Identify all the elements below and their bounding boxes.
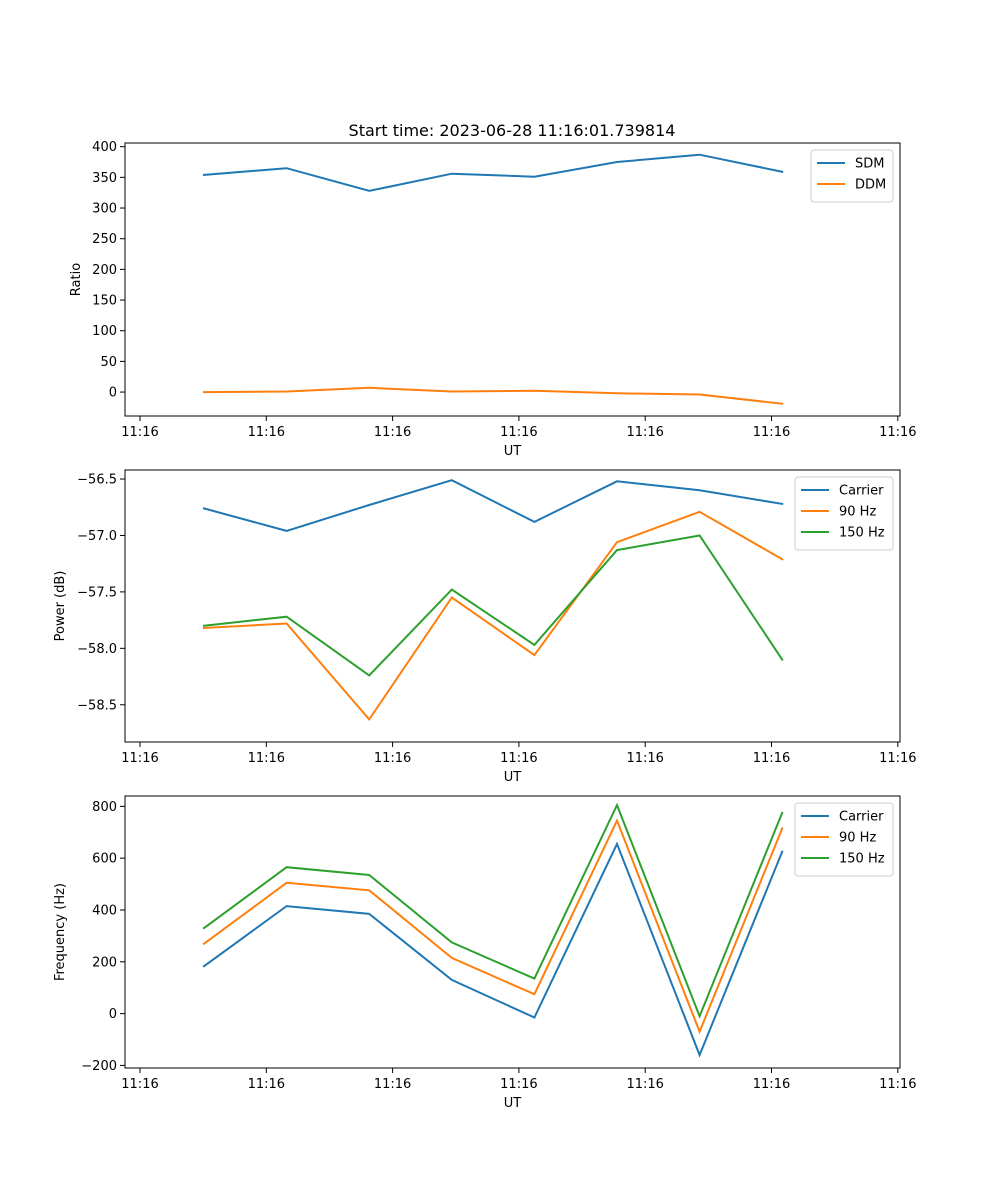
legend: Carrier 90 Hz 150 Hz [794,802,894,877]
axes-frame [124,795,901,1069]
y-tick-label: 150 [92,294,117,309]
x-tick-label: 11:16 [121,425,158,440]
y-tick-label: 50 [100,355,117,370]
subplot-2: −58.5 −58.0 −57.5 −57.0 −56.5 11:16 11:16 11:16… [53,469,917,785]
x-tick-label: 11:16 [248,1077,285,1092]
series-line-150-hz [202,802,784,1019]
x-tick-label: 11:16 [374,425,411,440]
x-tick-label: 11:16 [626,1077,663,1092]
x-tick-label: 11:16 [248,751,285,766]
y-tick-label: 800 [92,800,117,815]
legend-entry: 150 Hz [839,526,885,541]
legend-entry: Carrier [839,484,884,499]
figure-title: Start time: 2023-06-28 11:16:01.739814 [349,121,676,140]
y-axis-label: Power (dB) [53,571,68,642]
x-tick-label: 11:16 [500,751,537,766]
subplot-1: 0 50 100 150 200 250 300 350 400 11:16 11:16 11:16 1… [69,140,917,459]
y-tick-label: 350 [92,171,117,186]
x-tick-label: 11:16 [121,1077,158,1092]
y-axis-label: Ratio [69,263,84,296]
y-tick-label: 200 [92,955,117,970]
y-tick-label: 600 [92,852,117,867]
y-tick-label: 400 [92,140,117,155]
y-tick-label: 0 [109,386,117,401]
x-tick-label: 11:16 [121,751,158,766]
legend-entry: 150 Hz [839,852,885,867]
x-tick-label: 11:16 [879,1077,916,1092]
x-tick-label: 11:16 [500,425,537,440]
y-tick-label: 0 [109,1007,117,1022]
y-axis-label: Frequency (Hz) [53,883,68,981]
x-tick-label: 11:16 [248,425,285,440]
subplot-3: −200 0 200 400 600 800 11:16 11:16 11:16 11:16 11:… [53,795,917,1111]
series-line-90-hz [202,510,784,722]
y-tick-label: −58.0 [77,642,117,657]
legend-entry: DDM [855,178,886,193]
series-line-90-hz [202,818,784,1035]
x-axis-label: UT [504,770,522,785]
y-tick-label: 200 [92,263,117,278]
x-tick-label: 11:16 [626,751,663,766]
x-tick-label: 11:16 [753,1077,790,1092]
subplots: 0 50 100 150 200 250 300 350 400 11:16 11:16 11:16 1… [53,140,917,1111]
series-line-150-hz [202,534,784,677]
x-tick-label: 11:16 [374,1077,411,1092]
x-tick-label: 11:16 [879,425,916,440]
x-axis-label: UT [504,1096,522,1111]
x-tick-label: 11:16 [753,751,790,766]
x-tick-label: 11:16 [374,751,411,766]
y-tick-label: 100 [92,324,117,339]
legend-entry: 90 Hz [839,831,876,846]
y-tick-label: −56.5 [77,473,117,488]
y-tick-label: −57.5 [77,585,117,600]
x-tick-label: 11:16 [626,425,663,440]
y-tick-label: 250 [92,232,117,247]
series-line-sdm [202,153,784,192]
x-tick-label: 11:16 [500,1077,537,1092]
x-tick-label: 11:16 [879,751,916,766]
legend-entry: SDM [855,157,884,172]
y-tick-label: −57.0 [77,529,117,544]
legend-entry: 90 Hz [839,505,876,520]
legend: SDM DDM [810,149,894,203]
series-line-carrier [202,479,784,532]
series-line-carrier [202,841,784,1058]
axes-frame [124,469,901,743]
y-tick-label: 400 [92,903,117,918]
x-tick-label: 11:16 [753,425,790,440]
axes-frame [124,142,901,417]
x-axis-label: UT [504,444,522,459]
legend-entry: Carrier [839,810,884,825]
y-tick-label: −58.5 [77,698,117,713]
legend: Carrier 90 Hz 150 Hz [794,476,894,551]
series-line-ddm [202,386,784,405]
y-tick-label: 300 [92,202,117,217]
y-tick-label: −200 [81,1059,117,1074]
